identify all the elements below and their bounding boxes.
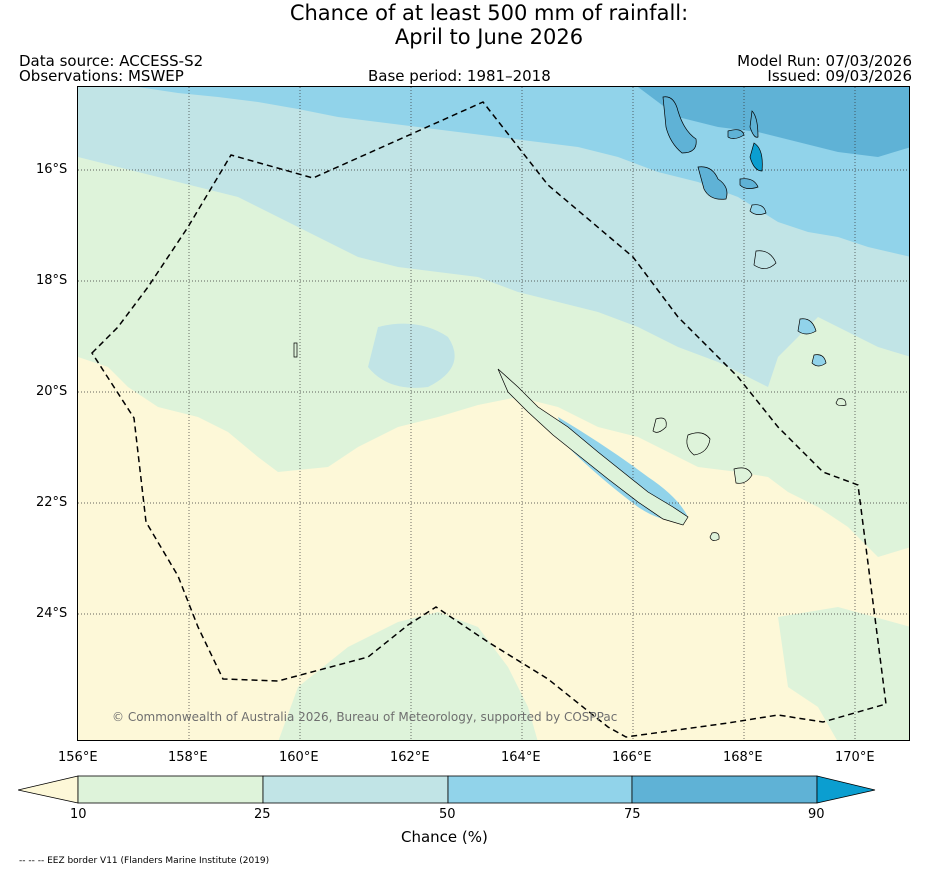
colorbar-extend-high <box>816 775 876 804</box>
colorbar-label-50: 50 <box>439 807 456 822</box>
vanuatu-ambrym <box>727 129 745 139</box>
vanuatu-malekula <box>697 166 728 200</box>
zone-50-75-newcal <box>558 417 688 521</box>
copyright-text: © Commonwealth of Australia 2026, Bureau… <box>112 710 618 724</box>
issued-label: Issued: 09/03/2026 <box>767 67 912 85</box>
vanuatu-erromango <box>753 250 777 269</box>
zone-50-75 <box>138 87 909 257</box>
lon-tick-164E: 164°E <box>501 750 541 765</box>
base-period-label: Base period: 1981–2018 <box>368 67 551 85</box>
lon-tick-156E: 156°E <box>58 750 98 765</box>
lon-tick-162E: 162°E <box>390 750 430 765</box>
loyalty-island-2 <box>686 432 711 456</box>
rainfall-map-canvas <box>78 87 909 740</box>
islet-south-east <box>835 398 847 407</box>
lat-tick-24S: 24°S <box>36 606 68 621</box>
loyalty-island-1 <box>652 417 667 433</box>
graticule <box>78 87 909 740</box>
colorbar-label-25: 25 <box>254 807 271 822</box>
map-title-line1: Chance of at least 500 mm of rainfall: <box>289 1 689 25</box>
loyalty-island-3 <box>733 467 753 484</box>
lat-tick-20S: 20°S <box>36 384 68 399</box>
lon-tick-168E: 168°E <box>723 750 763 765</box>
lat-tick-18S: 18°S <box>36 273 68 288</box>
colorbar-label-90: 90 <box>808 807 825 822</box>
lat-tick-22S: 22°S <box>36 495 68 510</box>
map-title-line2: April to June 2026 <box>394 25 584 49</box>
colorbar-bin-50-75 <box>447 775 633 804</box>
new-caledonia-land <box>497 368 689 526</box>
lon-tick-158E: 158°E <box>168 750 208 765</box>
zone-75-90 <box>638 87 909 157</box>
colorbar-bin-10-25 <box>77 775 264 804</box>
colorbar-bin-75-90 <box>631 775 818 804</box>
colorbar-label-10: 10 <box>70 807 87 822</box>
model-run-label: Model Run: 07/03/2026 <box>737 52 912 70</box>
vanuatu-efate <box>749 204 767 215</box>
vanuatu-epi <box>739 178 759 189</box>
rainfall-map <box>77 86 910 741</box>
eez-footnote: -- -- -- EEZ border V11 (Flanders Marine… <box>19 856 270 866</box>
chesterfield-islet <box>293 342 298 358</box>
vanuatu-maewo <box>749 142 763 172</box>
zone-10-25-south <box>278 612 538 740</box>
vanuatu-aneityum <box>811 354 827 367</box>
colorbar-label-75: 75 <box>624 807 641 822</box>
lon-tick-166E: 166°E <box>612 750 652 765</box>
lon-tick-160E: 160°E <box>279 750 319 765</box>
zone-25-50-blob <box>368 323 455 388</box>
data-source-label: Data source: ACCESS-S2 <box>19 52 204 70</box>
observations-label: Observations: MSWEP <box>19 67 184 85</box>
isle-of-pines <box>709 532 720 541</box>
colorbar-extend-low <box>18 775 79 804</box>
zone-10-25-southeast <box>778 607 909 740</box>
lon-tick-170E: 170°E <box>835 750 875 765</box>
colorbar-title: Chance (%) <box>401 828 488 846</box>
vanuatu-pentecost <box>749 110 759 138</box>
colorbar-bin-25-50 <box>262 775 449 804</box>
lat-tick-16S: 16°S <box>36 162 68 177</box>
vanuatu-espiritu-santo <box>662 96 697 154</box>
vanuatu-tanna <box>797 318 817 335</box>
colorbar <box>18 775 876 804</box>
